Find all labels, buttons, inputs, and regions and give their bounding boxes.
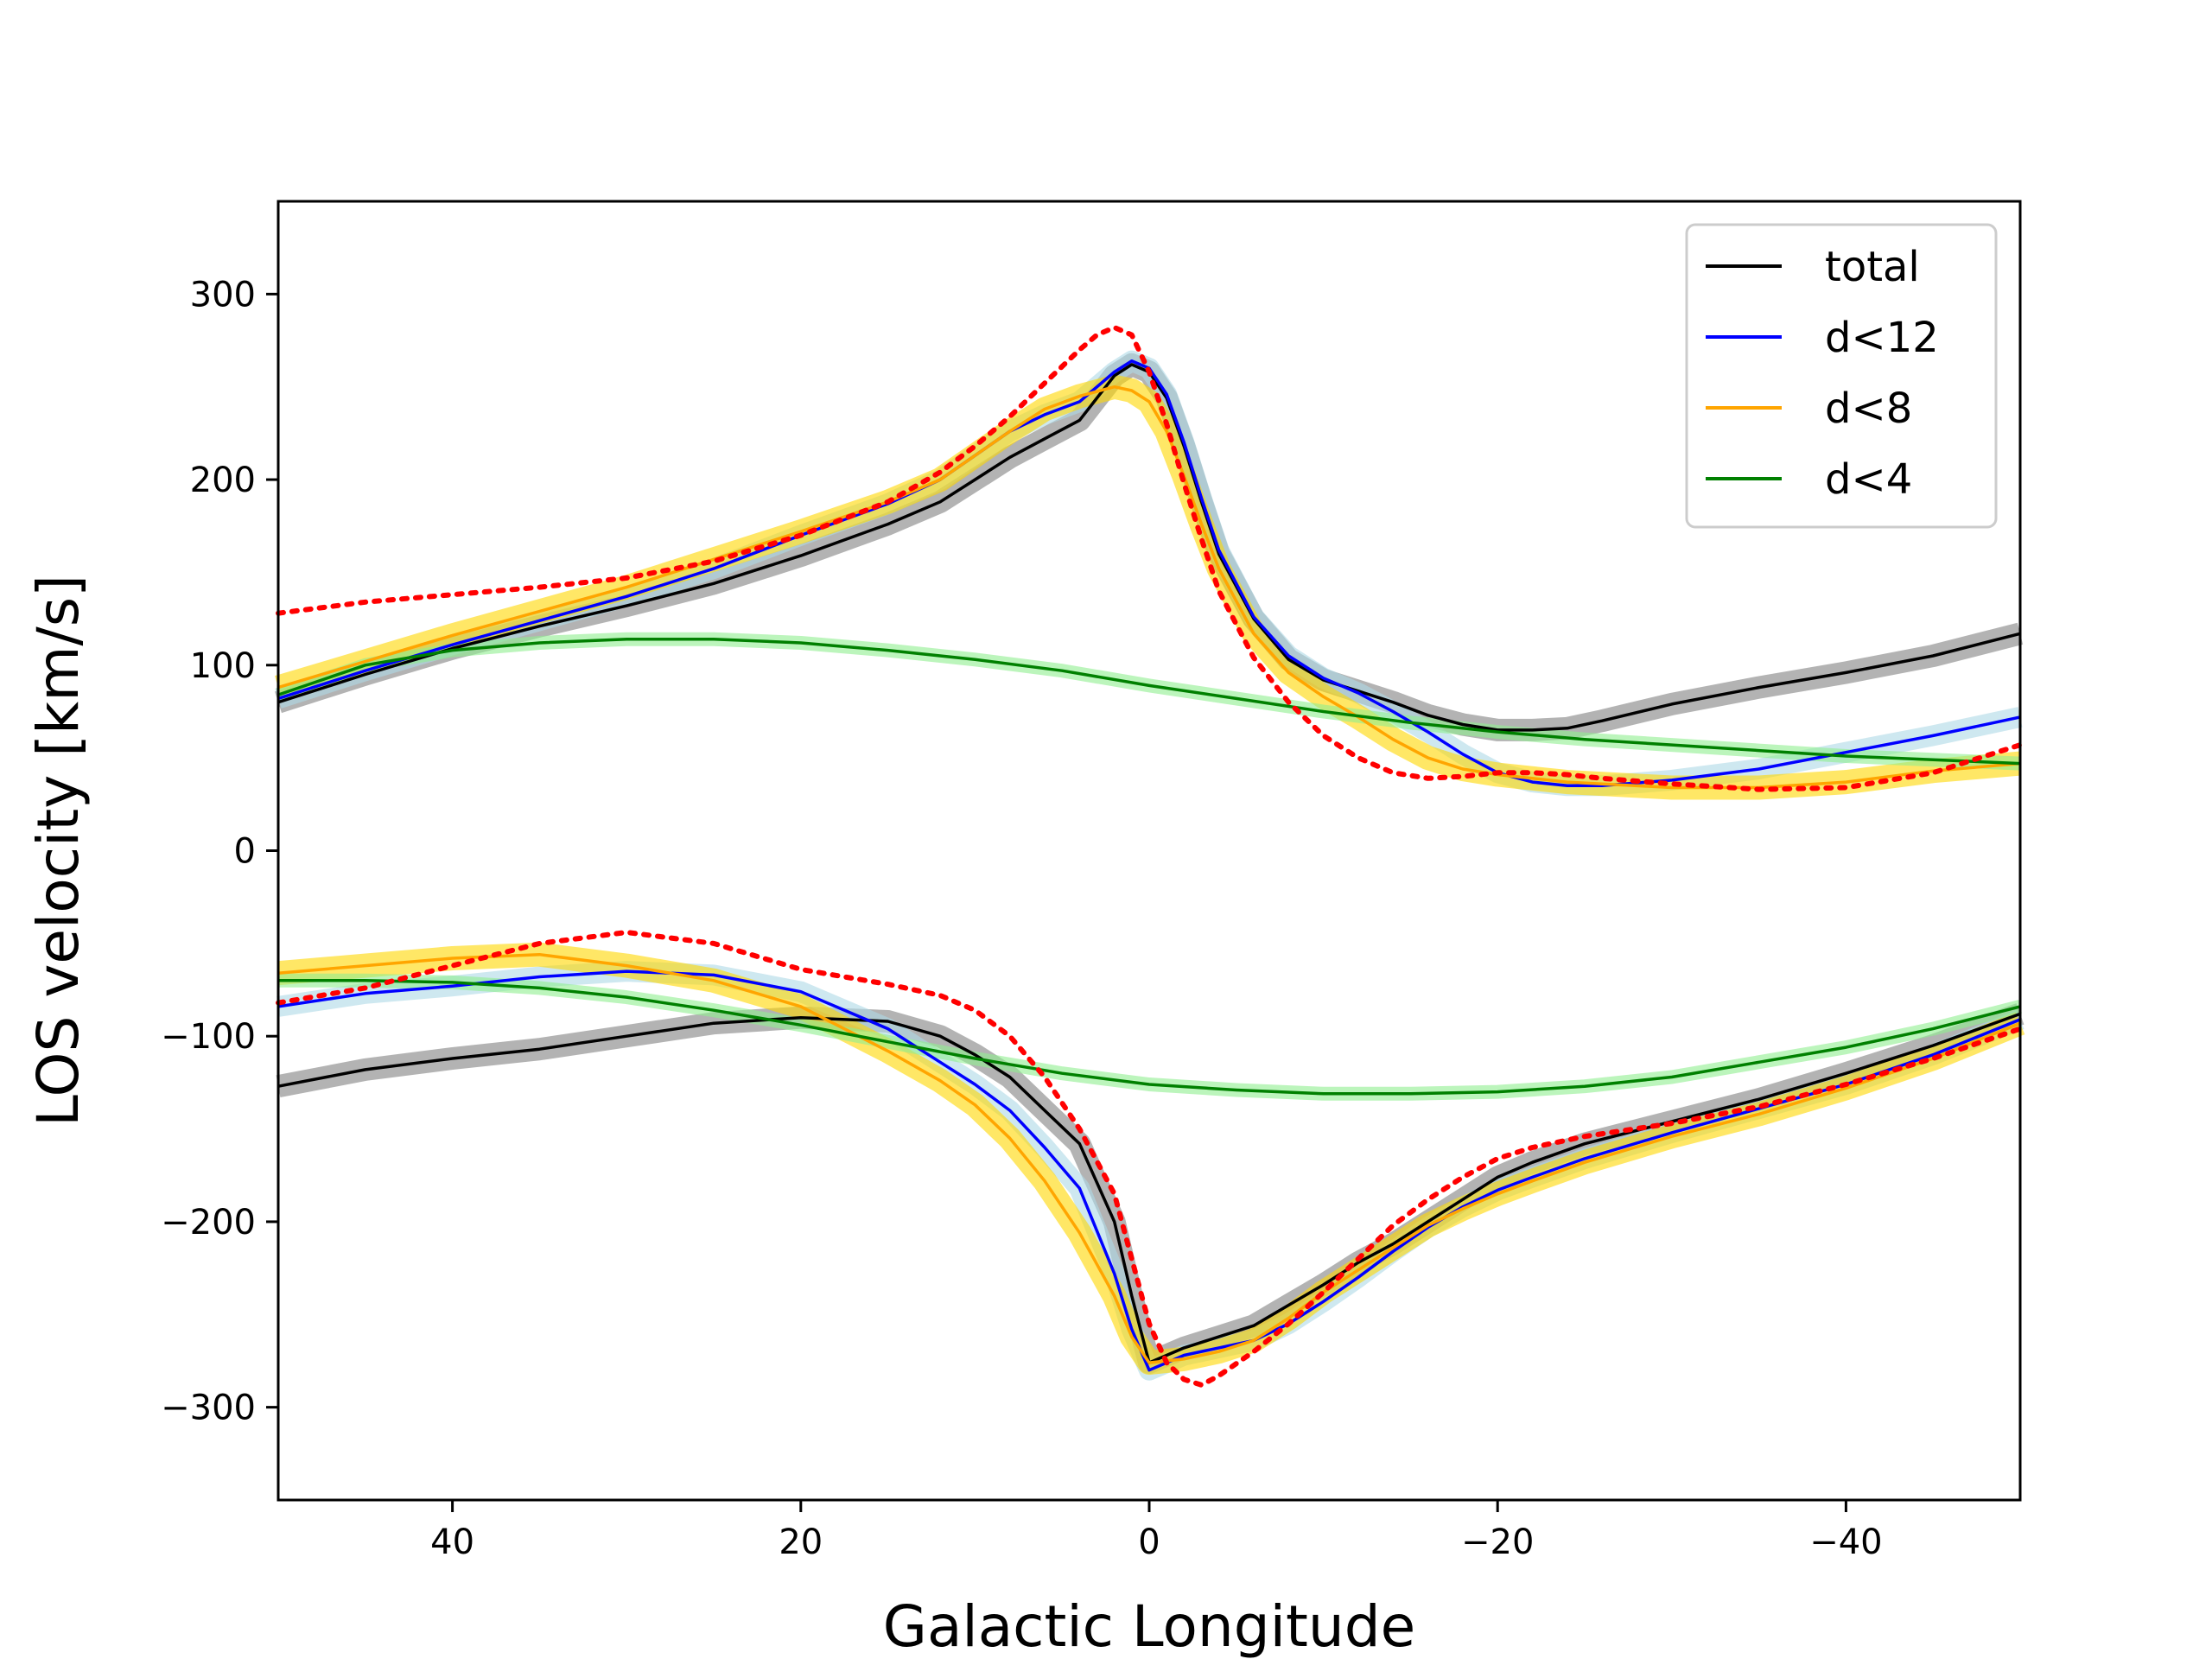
line-model-lower xyxy=(276,930,2023,1388)
y-tick-label: 0 xyxy=(234,832,256,872)
line-model-upper xyxy=(276,325,2023,792)
legend-box xyxy=(1685,223,1998,529)
x-tick-label: 20 xyxy=(779,1522,823,1562)
line-dlt-4-upper xyxy=(277,637,2021,766)
line-dlt-4-lower xyxy=(278,979,2021,1096)
y-tick-label: −300 xyxy=(161,1389,256,1428)
y-tick-label: 300 xyxy=(190,275,256,315)
line-total-lower xyxy=(277,1012,2021,1364)
x-tick-label: −20 xyxy=(1461,1522,1534,1562)
y-axis-ticks: 300 200 100 0 −100 −200 −300 xyxy=(161,275,278,1428)
x-tick-label: 40 xyxy=(430,1522,474,1562)
x-axis-ticks: 40 20 0 −20 −40 xyxy=(430,1500,1883,1562)
legend-label-dlt-4: d<4 xyxy=(1825,455,1912,504)
line-dlt-12-lower xyxy=(277,969,2021,1372)
legend-label-total: total xyxy=(1825,243,1920,291)
line-dlt-8-upper xyxy=(277,385,2021,790)
y-tick-label: −200 xyxy=(161,1203,256,1243)
x-tick-label: −40 xyxy=(1809,1522,1882,1562)
series-lines xyxy=(276,325,2023,1388)
y-tick-label: 200 xyxy=(190,461,256,500)
x-axis-label: Galactic Longitude xyxy=(883,1593,1415,1659)
x-tick-label: 0 xyxy=(1138,1522,1160,1562)
legend: total d<12 d<8 d<4 xyxy=(1685,223,1998,529)
legend-label-dlt-12: d<12 xyxy=(1825,314,1939,362)
y-axis-label: LOS velocity [km/s] xyxy=(25,575,92,1127)
legend-label-dlt-8: d<8 xyxy=(1825,385,1912,433)
y-tick-label: 100 xyxy=(190,646,256,686)
line-dlt-8-lower xyxy=(277,952,2021,1364)
y-tick-label: −100 xyxy=(161,1017,256,1057)
